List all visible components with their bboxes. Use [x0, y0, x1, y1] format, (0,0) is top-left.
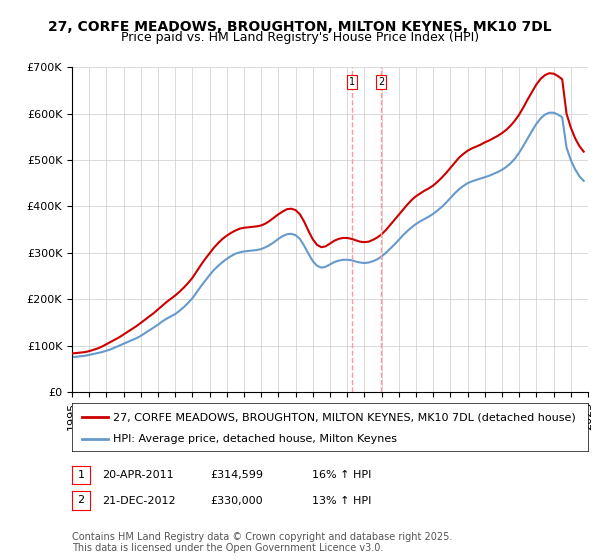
Text: 1: 1 — [77, 470, 85, 480]
Text: 2: 2 — [77, 496, 85, 505]
Text: HPI: Average price, detached house, Milton Keynes: HPI: Average price, detached house, Milt… — [113, 434, 397, 444]
Text: 21-DEC-2012: 21-DEC-2012 — [102, 496, 176, 506]
Text: 16% ↑ HPI: 16% ↑ HPI — [312, 470, 371, 480]
Text: 2: 2 — [378, 77, 384, 87]
Text: £330,000: £330,000 — [210, 496, 263, 506]
Text: 1: 1 — [349, 77, 355, 87]
Text: 27, CORFE MEADOWS, BROUGHTON, MILTON KEYNES, MK10 7DL (detached house): 27, CORFE MEADOWS, BROUGHTON, MILTON KEY… — [113, 413, 576, 422]
Text: £314,599: £314,599 — [210, 470, 263, 480]
Text: Contains HM Land Registry data © Crown copyright and database right 2025.
This d: Contains HM Land Registry data © Crown c… — [72, 531, 452, 553]
Text: 13% ↑ HPI: 13% ↑ HPI — [312, 496, 371, 506]
Text: 20-APR-2011: 20-APR-2011 — [102, 470, 173, 480]
Text: Price paid vs. HM Land Registry's House Price Index (HPI): Price paid vs. HM Land Registry's House … — [121, 31, 479, 44]
Text: 27, CORFE MEADOWS, BROUGHTON, MILTON KEYNES, MK10 7DL: 27, CORFE MEADOWS, BROUGHTON, MILTON KEY… — [48, 20, 552, 34]
